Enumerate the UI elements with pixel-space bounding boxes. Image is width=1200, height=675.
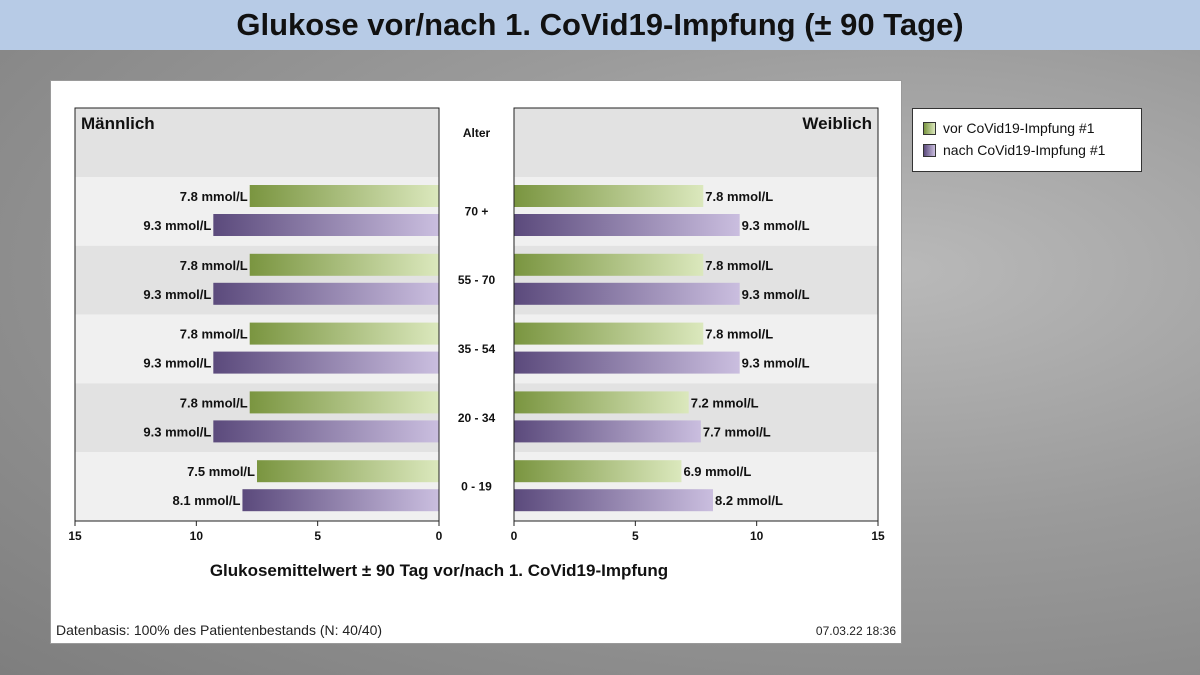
left-bar-nach — [213, 420, 439, 443]
right-x-tick-label: 15 — [871, 529, 885, 543]
left-bar-vor — [257, 460, 439, 483]
category-label: 20 - 34 — [458, 411, 496, 425]
left-data-label: 9.3 mmol/L — [143, 424, 211, 439]
right-data-label: 9.3 mmol/L — [742, 356, 810, 371]
timestamp: 07.03.22 18:36 — [815, 624, 896, 638]
left-bar-nach — [213, 282, 439, 305]
category-label: 35 - 54 — [458, 342, 496, 356]
right-data-label: 9.3 mmol/L — [742, 287, 810, 302]
x-axis-label: Glukosemittelwert ± 90 Tag vor/nach 1. C… — [210, 561, 668, 580]
right-x-tick-label: 0 — [511, 529, 518, 543]
category-label: 70 + — [465, 204, 489, 218]
left-data-label: 7.5 mmol/L — [187, 464, 255, 479]
left-x-tick-label: 5 — [314, 529, 321, 543]
right-bar-nach — [514, 282, 740, 305]
right-bar-vor — [514, 185, 704, 207]
left-bar-nach — [213, 351, 439, 374]
right-bar-nach — [514, 351, 740, 374]
right-bar-nach — [514, 489, 713, 512]
butterfly-chart: Männlich Weiblich Alter 70 + 7.8 mmol/L 7.8 m… — [68, 107, 885, 580]
chart-panel: Männlich Weiblich Alter 70 + 7.8 mmol/L 7.8 m… — [50, 80, 902, 644]
left-panel-title: Männlich — [81, 114, 155, 133]
right-plot-frame — [513, 107, 879, 522]
left-data-label: 8.1 mmol/L — [173, 493, 241, 508]
right-bar-vor — [514, 253, 704, 276]
left-data-label: 9.3 mmol/L — [143, 218, 211, 233]
right-data-label: 8.2 mmol/L — [715, 493, 783, 508]
legend: vor CoVid19-Impfung #1 nach CoVid19-Impf… — [912, 108, 1142, 172]
left-x-tick-label: 10 — [190, 529, 204, 543]
right-data-label: 7.2 mmol/L — [691, 395, 759, 410]
left-data-label: 7.8 mmol/L — [180, 258, 248, 273]
legend-label-vor: vor CoVid19-Impfung #1 — [943, 120, 1095, 136]
right-data-label: 7.8 mmol/L — [705, 327, 773, 342]
legend-swatch-vor — [923, 121, 936, 135]
left-data-label: 7.8 mmol/L — [180, 395, 248, 410]
right-bar-vor — [514, 322, 704, 345]
left-data-label: 9.3 mmol/L — [143, 356, 211, 371]
page-title: Glukose vor/nach 1. CoVid19-Impfung (± 9… — [236, 7, 964, 42]
category-label: 55 - 70 — [458, 273, 496, 287]
right-bar-nach — [514, 420, 701, 443]
left-data-label: 9.3 mmol/L — [143, 287, 211, 302]
left-bar-nach — [242, 489, 439, 512]
left-header-area — [75, 108, 439, 177]
right-header-area — [514, 108, 878, 177]
legend-item-vor: vor CoVid19-Impfung #1 — [923, 120, 1095, 136]
right-bar-vor — [514, 391, 689, 414]
right-bar-vor — [514, 460, 682, 483]
data-basis-note: Datenbasis: 100% des Patientenbestands (… — [56, 622, 383, 638]
right-panel-title: Weiblich — [802, 114, 872, 133]
title-bar: Glukose vor/nach 1. CoVid19-Impfung (± 9… — [0, 0, 1200, 50]
left-plot-frame — [74, 107, 440, 522]
right-data-label: 6.9 mmol/L — [683, 464, 751, 479]
left-data-label: 7.8 mmol/L — [180, 327, 248, 342]
legend-label-nach: nach CoVid19-Impfung #1 — [943, 142, 1106, 158]
right-data-label: 7.8 mmol/L — [705, 258, 773, 273]
right-x-tick-label: 5 — [632, 529, 639, 543]
left-bar-vor — [249, 185, 439, 207]
legend-swatch-nach — [923, 143, 936, 157]
left-x-tick-label: 15 — [68, 529, 82, 543]
category-label: 0 - 19 — [461, 480, 492, 494]
legend-item-nach: nach CoVid19-Impfung #1 — [923, 142, 1105, 158]
right-data-label: 7.7 mmol/L — [703, 424, 771, 439]
category-header: Alter — [463, 126, 491, 140]
left-bar-nach — [213, 214, 439, 236]
left-x-tick-label: 0 — [436, 529, 443, 543]
right-x-tick-label: 10 — [750, 529, 764, 543]
right-data-label: 7.8 mmol/L — [705, 189, 773, 204]
left-bar-vor — [249, 322, 439, 345]
left-data-label: 7.8 mmol/L — [180, 189, 248, 204]
left-bar-vor — [249, 391, 439, 414]
right-data-label: 9.3 mmol/L — [742, 218, 810, 233]
right-bar-nach — [514, 214, 740, 236]
left-bar-vor — [249, 253, 439, 276]
